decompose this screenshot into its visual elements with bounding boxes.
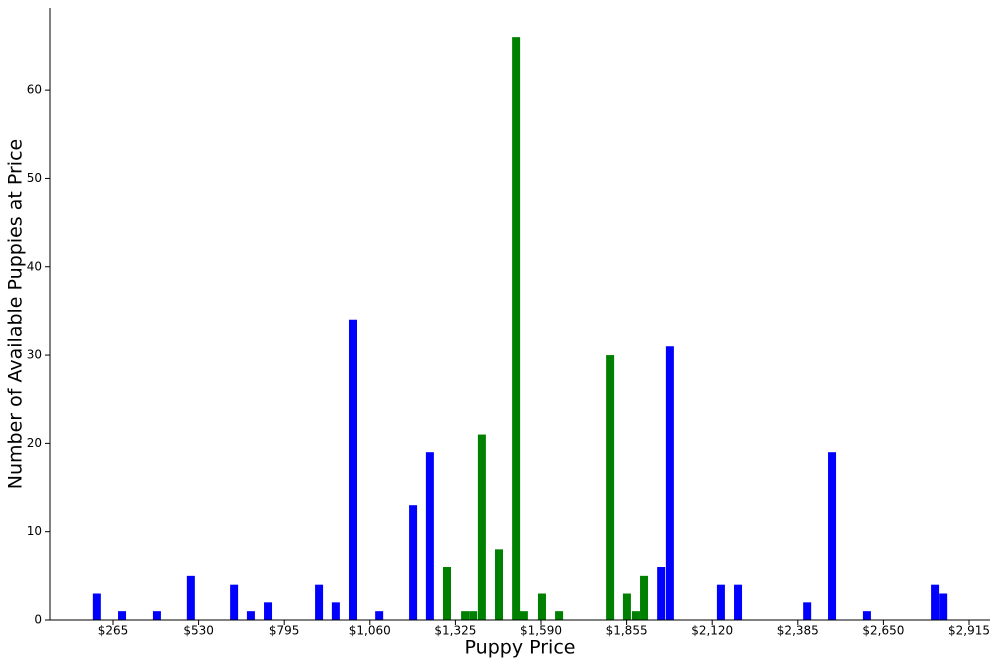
x-tick-label: $1,325 (434, 624, 476, 638)
bar (622, 593, 631, 620)
y-axis-title: Number of Available Puppies at Price (5, 139, 27, 489)
bar (862, 611, 871, 620)
y-tick-label: 10 (27, 524, 42, 538)
x-tick-label: $2,385 (777, 624, 819, 638)
bar (657, 567, 666, 620)
y-tick-label: 40 (27, 259, 42, 273)
bar (495, 549, 504, 620)
bar (409, 505, 418, 620)
bar (230, 584, 239, 620)
x-tick-label: $1,590 (520, 624, 562, 638)
x-tick-label: $530 (183, 624, 214, 638)
bar (442, 567, 451, 620)
bar (734, 584, 743, 620)
bar (519, 611, 528, 620)
bar (803, 602, 812, 620)
y-tick-label: 30 (27, 348, 42, 362)
bar (640, 575, 649, 620)
bar (331, 602, 340, 620)
bar (931, 584, 940, 620)
bar (828, 452, 837, 620)
bar (716, 584, 725, 620)
bar (512, 37, 521, 620)
bar (118, 611, 127, 620)
x-tick-label: $2,915 (948, 624, 990, 638)
bar (348, 319, 357, 620)
bar (477, 434, 486, 620)
bar (665, 346, 674, 620)
x-tick-label: $795 (269, 624, 300, 638)
x-tick-label: $2,120 (691, 624, 733, 638)
x-axis-title: Puppy Price (465, 637, 576, 659)
y-tick-label: 20 (27, 436, 42, 450)
x-tick-label: $265 (98, 624, 129, 638)
bar (939, 593, 948, 620)
y-tick-label: 50 (27, 171, 42, 185)
y-tick-label: 0 (34, 613, 42, 627)
bar (606, 355, 615, 620)
bar (425, 452, 434, 620)
bar (375, 611, 384, 620)
y-tick-label: 60 (27, 83, 42, 97)
bar (315, 584, 324, 620)
x-tick-label: $1,855 (606, 624, 648, 638)
bar (555, 611, 564, 620)
bar (246, 611, 255, 620)
bar (152, 611, 161, 620)
bar (537, 593, 546, 620)
bar (186, 575, 195, 620)
x-tick-label: $2,650 (862, 624, 904, 638)
bar (631, 611, 640, 620)
bar (469, 611, 478, 620)
bar (461, 611, 470, 620)
bar (264, 602, 273, 620)
x-tick-label: $1,060 (349, 624, 391, 638)
bar (92, 593, 101, 620)
